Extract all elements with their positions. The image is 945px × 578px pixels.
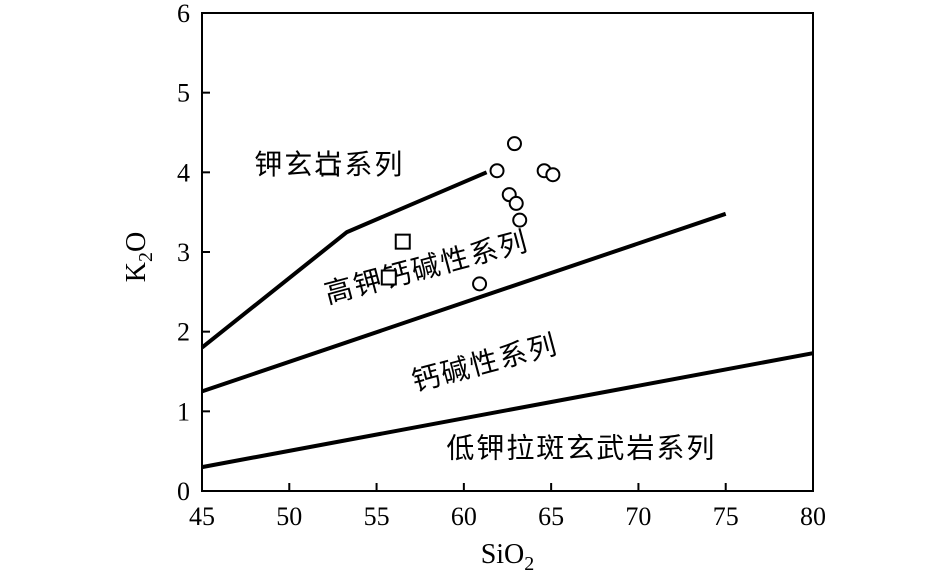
y-tick-label: 0 <box>177 477 190 506</box>
x-tick-label: 65 <box>538 502 564 531</box>
circle-data-point <box>506 136 522 152</box>
boundary-line-2 <box>201 211 727 394</box>
x-axis-title-subscript: 2 <box>524 553 534 575</box>
y-tick-label: 5 <box>177 79 190 108</box>
boundary-line-1 <box>200 170 488 350</box>
region-label-4: 低钾拉斑玄武岩系列 <box>446 433 716 465</box>
series-boundary-lines <box>200 170 814 470</box>
x-axis-title-main: SiO <box>481 539 525 570</box>
square-data-point <box>394 233 411 250</box>
y-tick-label: 6 <box>177 0 190 28</box>
circle-data-point <box>508 195 524 211</box>
x-tick-label: 70 <box>625 502 651 531</box>
boundary-line-3 <box>201 351 814 470</box>
x-tick-label: 75 <box>713 502 739 531</box>
y-axis-title-subscript: 2 <box>135 252 157 262</box>
circle-data-point <box>472 276 488 292</box>
square-data-point <box>380 269 397 286</box>
circle-data-point <box>489 163 505 179</box>
circle-data-point <box>512 212 528 228</box>
x-axis-ticks: 45 50 55 60 65 70 75 80 <box>189 483 826 531</box>
region-labels: 钾玄岩系列高钾钙碱性系列钙碱性系列低钾拉斑玄武岩系列 <box>254 149 716 465</box>
x-tick-label: 45 <box>189 502 215 531</box>
y-axis-title-tail: O <box>121 232 152 252</box>
y-tick-label: 2 <box>177 318 190 347</box>
x-tick-label: 80 <box>800 502 826 531</box>
y-tick-label: 1 <box>177 397 190 426</box>
y-axis-title: K2O <box>121 232 157 282</box>
x-tick-label: 50 <box>276 502 302 531</box>
square-data-point <box>319 158 336 175</box>
data-points <box>319 136 561 292</box>
x-axis-title: SiO2 <box>481 539 535 575</box>
y-tick-label: 4 <box>177 158 190 187</box>
region-label-2: 高钾钙碱性系列 <box>321 225 532 310</box>
x-tick-label: 60 <box>451 502 477 531</box>
circle-data-point <box>545 167 561 183</box>
x-tick-label: 55 <box>364 502 390 531</box>
y-axis-ticks: 0 1 2 3 4 5 6 <box>177 0 210 506</box>
y-tick-label: 3 <box>177 238 190 267</box>
region-label-3: 钙碱性系列 <box>409 328 562 398</box>
y-axis-title-main: K <box>121 262 152 282</box>
